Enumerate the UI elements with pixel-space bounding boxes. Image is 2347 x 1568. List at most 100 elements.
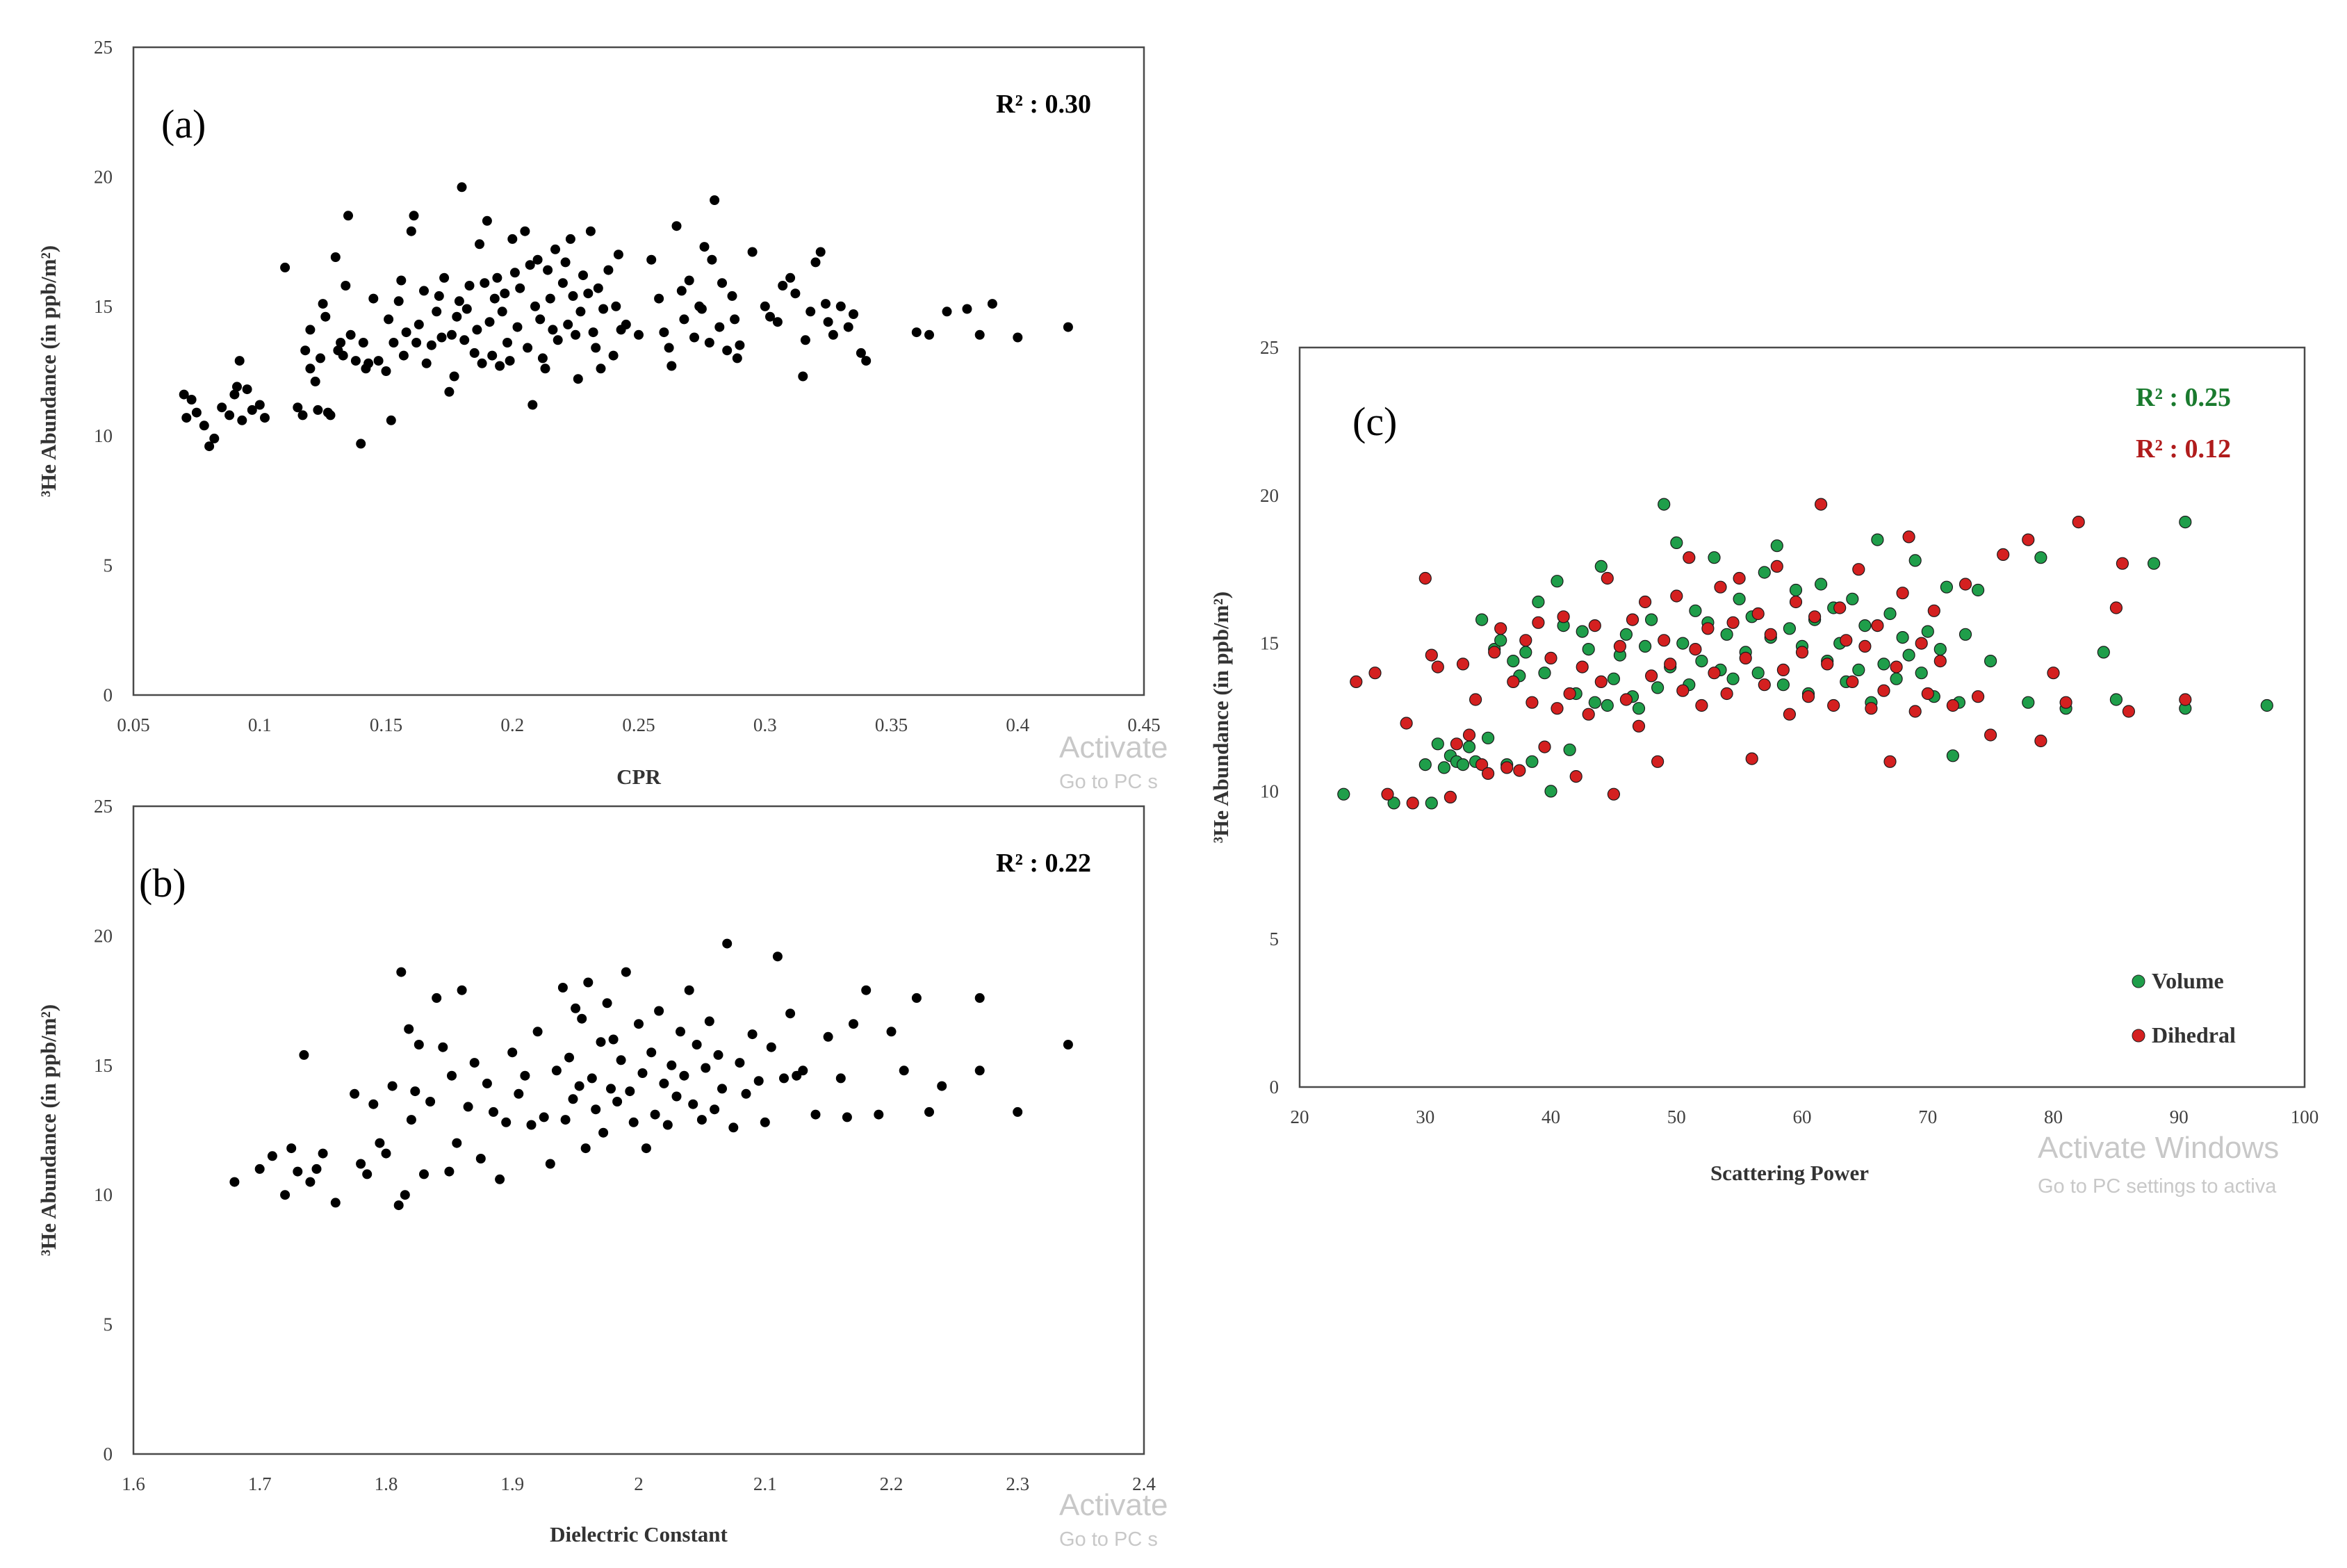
data-point-dihedral <box>1645 669 1658 683</box>
data-point-dihedral <box>1507 675 1520 689</box>
x-tick-label: 0.3 <box>753 714 777 735</box>
data-point-dielectric-constant <box>637 1068 648 1078</box>
panel-a-y-ticks: 0 5 10 15 20 25 <box>94 37 113 705</box>
data-point-cpr <box>942 307 952 317</box>
data-point-cpr <box>861 356 872 366</box>
data-point-dihedral <box>1846 675 1859 689</box>
data-point-cpr <box>280 262 291 272</box>
panel-a-r2: R² : 0.30 <box>996 90 1091 119</box>
data-point-cpr <box>449 371 459 382</box>
data-point-volume <box>1720 628 1733 641</box>
data-point-dielectric-constant <box>772 952 783 962</box>
data-point-volume <box>1507 654 1520 668</box>
data-point-dielectric-constant <box>696 1115 707 1125</box>
data-point-cpr <box>179 389 189 400</box>
x-tick-label: 30 <box>1416 1106 1434 1127</box>
panel-c-x-ticks: 20 30 40 50 60 70 80 90 100 <box>1291 1106 2319 1127</box>
data-point-volume <box>2179 515 2192 529</box>
data-point-cpr <box>489 293 500 304</box>
data-point-dielectric-constant <box>495 1174 505 1184</box>
data-point-cpr <box>217 402 227 413</box>
data-point-dielectric-constant <box>710 1104 720 1115</box>
data-point-cpr <box>497 307 507 317</box>
data-point-cpr <box>186 395 197 405</box>
x-tick-label: 60 <box>1793 1106 1812 1127</box>
data-point-dielectric-constant <box>475 1154 486 1163</box>
data-point-cpr <box>389 338 399 348</box>
data-point-volume <box>1670 536 1683 550</box>
data-point-cpr <box>426 340 436 350</box>
watermark-title-a: Activate <box>1059 730 1168 765</box>
panel-b-plot-frame <box>132 805 1145 1455</box>
data-point-cpr <box>810 257 821 268</box>
data-point-volume <box>1538 667 1551 680</box>
data-point-cpr <box>557 278 568 288</box>
data-point-dielectric-constant <box>798 1065 808 1076</box>
data-point-volume <box>2097 646 2110 659</box>
data-point-cpr <box>598 304 609 314</box>
data-point-cpr <box>679 314 689 325</box>
data-point-cpr <box>591 343 601 353</box>
x-tick-label: 90 <box>2170 1106 2189 1127</box>
data-point-dihedral <box>1933 654 1947 668</box>
data-point-cpr <box>247 405 257 415</box>
data-point-volume <box>1563 743 1576 756</box>
data-point-cpr <box>305 364 316 374</box>
data-point-cpr <box>790 288 801 299</box>
data-point-volume <box>1437 761 1450 774</box>
data-point-volume <box>1676 637 1690 650</box>
data-point-dihedral <box>1544 651 1557 665</box>
data-point-cpr <box>368 293 379 304</box>
data-point-cpr <box>730 314 740 325</box>
data-point-cpr <box>475 239 484 250</box>
data-point-cpr <box>341 281 351 291</box>
data-point-dielectric-constant <box>899 1065 909 1076</box>
x-tick-label: 2 <box>634 1473 644 1494</box>
data-point-cpr <box>396 275 407 286</box>
data-point-volume <box>1418 758 1432 771</box>
data-point-dielectric-constant <box>628 1117 639 1127</box>
data-point-cpr <box>484 317 495 327</box>
panel-a-xlabel: CPR <box>616 765 661 789</box>
data-point-volume <box>1582 642 1595 656</box>
data-point-dielectric-constant <box>974 993 985 1003</box>
data-point-volume <box>1475 613 1489 626</box>
data-point-dielectric-constant <box>924 1106 934 1117</box>
data-point-cpr <box>676 286 687 296</box>
data-point-dielectric-constant <box>387 1081 398 1091</box>
data-point-cpr <box>717 278 727 288</box>
data-point-dihedral <box>1494 622 1507 635</box>
data-point-dielectric-constant <box>874 1109 884 1120</box>
data-point-cpr <box>540 364 550 374</box>
data-point-dihedral <box>1720 687 1733 701</box>
data-point-dielectric-constant <box>280 1190 291 1200</box>
data-point-dielectric-constant <box>612 1097 623 1106</box>
data-point-dielectric-constant <box>350 1088 360 1099</box>
x-tick-label: 2.2 <box>880 1473 903 1494</box>
data-point-dihedral <box>1997 548 2010 562</box>
data-point-cpr <box>575 307 586 317</box>
data-point-volume <box>2022 696 2035 709</box>
data-point-dielectric-constant <box>452 1138 462 1148</box>
x-tick-label: 0.35 <box>875 714 908 735</box>
data-point-cpr <box>316 353 325 364</box>
data-point-dihedral <box>2047 667 2060 680</box>
data-point-dielectric-constant <box>438 1042 448 1052</box>
data-point-dihedral <box>1833 601 1847 614</box>
data-point-volume <box>1783 622 1796 635</box>
data-point-cpr <box>553 335 563 345</box>
data-point-cpr <box>608 350 619 361</box>
data-point-dielectric-constant <box>766 1042 776 1052</box>
data-point-dihedral <box>1456 658 1470 671</box>
data-point-volume <box>1519 646 1532 659</box>
data-point-volume <box>1751 667 1765 680</box>
watermark-subtitle-a: Go to PC s <box>1059 771 1158 793</box>
data-point-dielectric-constant <box>616 1055 626 1065</box>
data-point-volume <box>1551 575 1564 588</box>
data-point-cpr <box>454 296 464 307</box>
data-point-dielectric-constant <box>410 1086 420 1097</box>
data-point-dihedral <box>1658 634 1671 647</box>
data-point-cpr <box>785 272 796 283</box>
data-point-dielectric-constant <box>662 1120 673 1130</box>
panel-c-r2-dihedral: R² : 0.12 <box>2136 434 2231 464</box>
